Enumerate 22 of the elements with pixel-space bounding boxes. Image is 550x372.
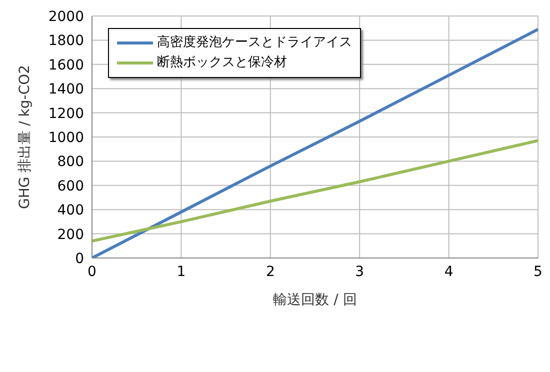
y-tick-label: 600: [57, 178, 84, 194]
legend-label: 高密度発泡ケースとドライアイス: [157, 34, 352, 52]
y-tick-label: 2000: [48, 8, 84, 25]
y-tick-label: 0: [75, 250, 84, 267]
x-axis-title: 輸送回数 / 回: [273, 292, 357, 308]
y-axis-title: GHG 排出量 / kg-CO2: [16, 64, 33, 210]
y-tick-label: 1400: [48, 82, 84, 98]
legend-label: 断熱ボックスと保冷材: [157, 54, 287, 72]
x-tick-label: 5: [534, 264, 542, 280]
x-tick-label: 2: [266, 264, 275, 280]
y-tick-label: 800: [57, 154, 84, 170]
y-tick-label: 400: [57, 202, 84, 219]
y-tick-label: 1600: [48, 57, 84, 74]
x-tick-label: 3: [355, 264, 364, 280]
y-tick-label: 1200: [48, 106, 84, 122]
x-tick-label: 4: [444, 264, 454, 280]
y-tick-label: 1000: [48, 130, 84, 146]
line-series: [92, 139, 538, 243]
y-tick-label: 1800: [48, 33, 84, 50]
x-tick-label: 0: [88, 264, 96, 280]
x-tick-label: 1: [176, 264, 186, 280]
y-tick-label: 200: [57, 226, 84, 243]
